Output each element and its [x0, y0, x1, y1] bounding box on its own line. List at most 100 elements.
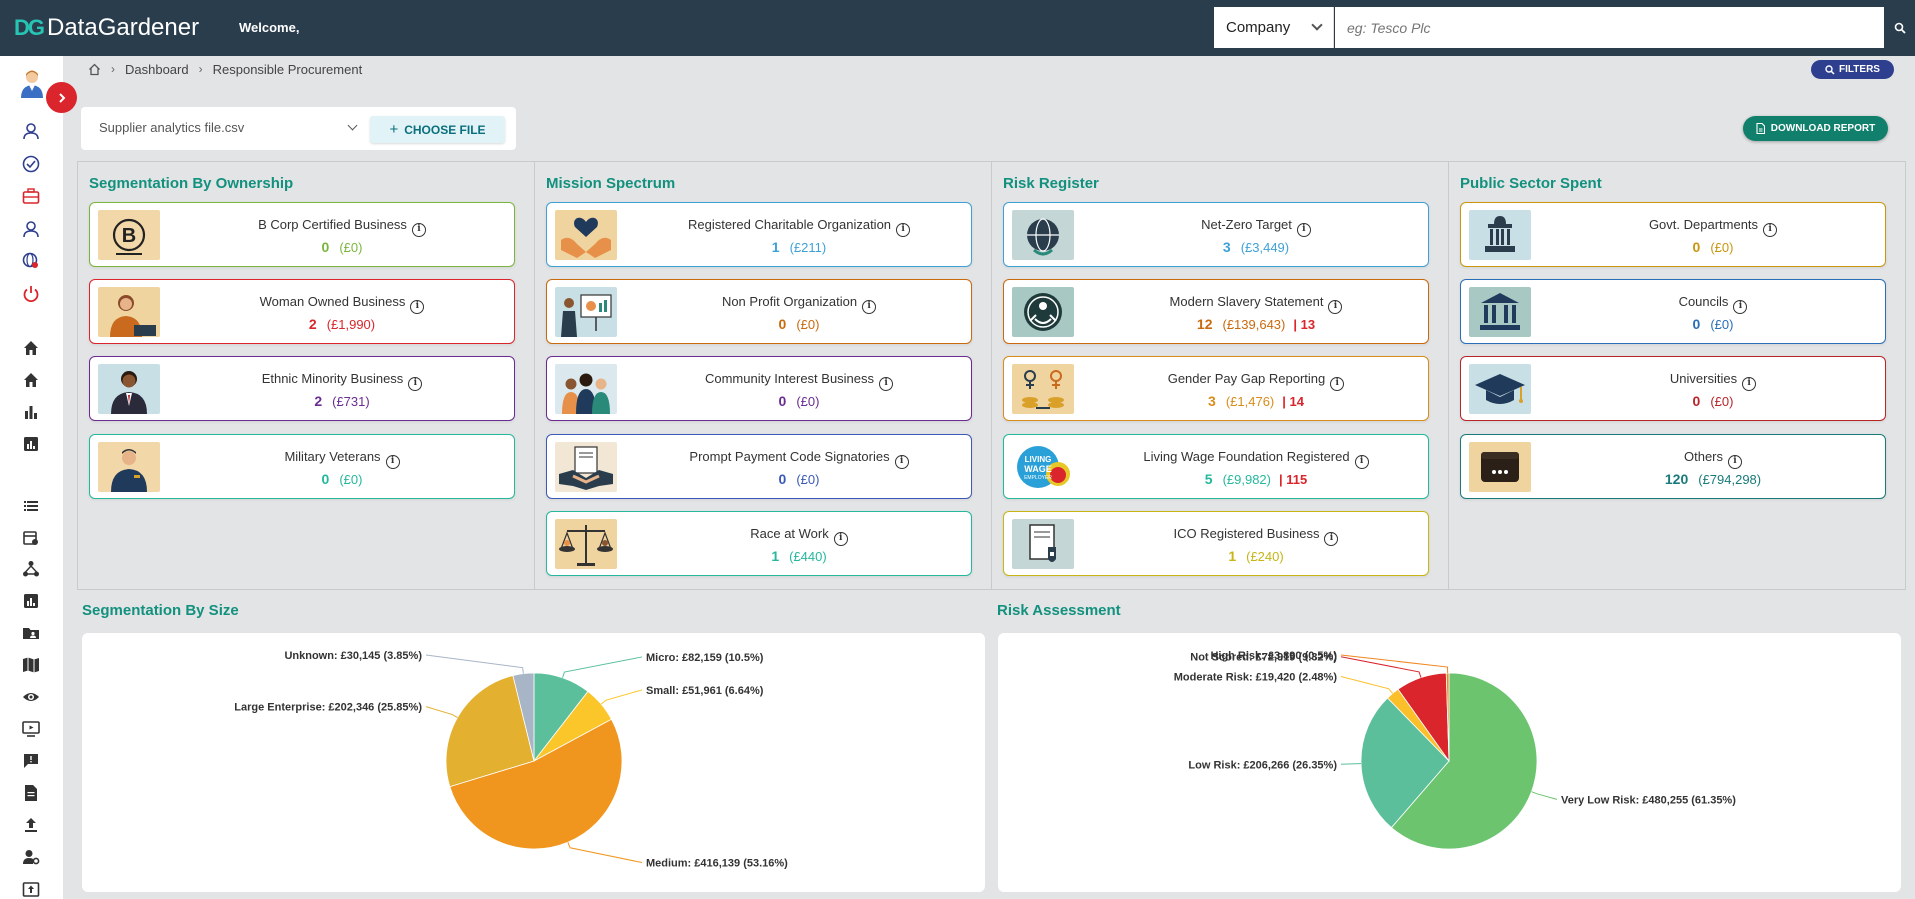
metric-card[interactable]: Non Profit Organization i 0 (£0) — [546, 279, 972, 344]
info-icon[interactable]: i — [833, 532, 848, 546]
metric-count: 1 — [1228, 548, 1237, 564]
info-icon[interactable]: i — [879, 377, 894, 391]
check-circle-icon[interactable] — [21, 154, 41, 174]
info-icon[interactable]: i — [862, 300, 877, 314]
home-alt-icon[interactable] — [21, 370, 41, 390]
info-icon[interactable]: i — [896, 223, 911, 237]
metric-card[interactable]: Ethnic Minority Business i 2 (£731) — [89, 356, 515, 421]
metric-label: ICO Registered Business i — [1084, 526, 1428, 546]
pie-slice[interactable] — [449, 718, 623, 850]
report-icon[interactable] — [21, 591, 41, 611]
metric-values: 1 (£240) — [1084, 548, 1428, 564]
list-icon[interactable] — [21, 496, 41, 516]
metric-card[interactable]: Registered Charitable Organization i 1 (£21… — [546, 202, 972, 267]
calendar-search-icon[interactable] — [21, 528, 41, 548]
metric-label-text: Prompt Payment Code Signatories — [689, 449, 890, 464]
info-icon[interactable]: i — [1328, 300, 1343, 314]
home-outline-icon[interactable] — [88, 63, 101, 76]
metric-extra-count: | 14 — [1282, 394, 1304, 409]
user-icon[interactable] — [21, 121, 41, 141]
logo[interactable]: DG DataGardener — [14, 14, 199, 42]
user-outline-icon[interactable] — [21, 219, 41, 239]
metric-card[interactable]: Govt. Departments i 0 (£0) — [1460, 202, 1886, 267]
user-avatar-icon[interactable] — [18, 68, 46, 98]
home-icon[interactable] — [21, 338, 41, 358]
metric-card[interactable]: Community Interest Business i 0 (£0) — [546, 356, 972, 421]
info-icon[interactable]: i — [1733, 300, 1748, 314]
choose-file-button[interactable]: + CHOOSE FILE — [370, 116, 505, 143]
svg-text:LIVING: LIVING — [1025, 455, 1052, 464]
search-button[interactable] — [1884, 7, 1915, 48]
metric-card[interactable]: Prompt Payment Code Signatories i 0 (£0) — [546, 434, 972, 499]
metric-amount: (£0) — [339, 472, 363, 487]
metric-card[interactable]: LIVING WAGE EMPLOYER Living Wage Foundation… — [1003, 434, 1429, 499]
document-icon[interactable] — [21, 783, 41, 803]
pie-slice[interactable] — [1360, 697, 1450, 829]
info-icon[interactable]: i — [408, 377, 423, 391]
info-icon[interactable]: i — [1296, 223, 1311, 237]
metric-values: 120 (£794,298) — [1541, 471, 1885, 487]
info-icon[interactable]: i — [411, 223, 426, 237]
metric-card[interactable]: ICO Registered Business i 1 (£240) — [1003, 511, 1429, 576]
upload-icon[interactable] — [21, 815, 41, 835]
metric-count: 12 — [1196, 316, 1213, 332]
info-icon[interactable]: i — [1330, 377, 1345, 391]
metric-card[interactable]: Others i 120 (£794,298) — [1460, 434, 1886, 499]
metric-values: 0 (£0) — [627, 316, 971, 332]
info-icon[interactable]: i — [385, 455, 400, 469]
feedback-icon[interactable] — [21, 751, 41, 771]
map-icon[interactable] — [21, 655, 41, 675]
sidebar-toggle-button[interactable] — [46, 82, 77, 113]
risk-pie-chart: Very Low Risk: £480,255 (61.35%) Low Risk… — [1174, 650, 1736, 850]
user-settings-icon[interactable] — [21, 847, 41, 867]
folder-user-icon[interactable] — [21, 623, 41, 643]
search-input[interactable] — [1335, 7, 1884, 48]
info-icon[interactable]: i — [894, 455, 909, 469]
info-icon[interactable]: i — [1742, 377, 1757, 391]
info-icon[interactable]: i — [1324, 532, 1339, 546]
metric-label: Gender Pay Gap Reporting i — [1084, 371, 1428, 391]
metric-card[interactable]: Race at Work i 1 (£440) — [546, 511, 972, 576]
metric-card[interactable]: Modern Slavery Statement i 12 (£139,643) | 1… — [1003, 279, 1429, 344]
pie-slice[interactable] — [1445, 672, 1450, 762]
breadcrumb-dashboard[interactable]: Dashboard — [125, 61, 189, 77]
metric-card[interactable]: Universities i 0 (£0) — [1460, 356, 1886, 421]
briefcase-icon[interactable] — [21, 186, 41, 206]
metric-count: 0 — [1692, 316, 1701, 332]
pie-label-line — [1340, 676, 1394, 694]
metric-card[interactable]: Net-Zero Target i 3 (£3,449) — [1003, 202, 1429, 267]
eye-icon[interactable] — [21, 687, 41, 707]
info-icon[interactable]: i — [1763, 223, 1778, 237]
bar-chart-icon[interactable] — [21, 402, 41, 422]
monitor-icon[interactable] — [21, 719, 41, 739]
metric-amount: (£0) — [796, 472, 820, 487]
pie-slice[interactable] — [445, 675, 535, 788]
search-type-select[interactable]: Company — [1214, 7, 1334, 48]
metric-label: Community Interest Business i — [627, 371, 971, 391]
metric-card[interactable]: Gender Pay Gap Reporting i 3 (£1,476) | 14 — [1003, 356, 1429, 421]
metric-values: 2 (£1,990) — [170, 316, 514, 332]
power-icon[interactable] — [21, 284, 41, 304]
pie-slice[interactable] — [512, 672, 535, 762]
export-icon[interactable] — [21, 879, 41, 899]
metric-label: Govt. Departments i — [1541, 217, 1885, 237]
metric-label-text: Net-Zero Target — [1201, 217, 1292, 232]
metric-card[interactable]: Woman Owned Business i 2 (£1,990) — [89, 279, 515, 344]
metric-card[interactable]: B B Corp Certified Business i 0 (£0) — [89, 202, 515, 267]
filters-button[interactable]: FILTERS — [1811, 60, 1894, 79]
network-icon[interactable] — [21, 559, 41, 579]
metric-values: 2 (£731) — [170, 393, 514, 409]
download-report-button[interactable]: DOWNLOAD REPORT — [1743, 116, 1888, 141]
download-report-label: DOWNLOAD REPORT — [1770, 123, 1876, 134]
metric-label-text: Living Wage Foundation Registered — [1143, 449, 1350, 464]
info-icon[interactable]: i — [410, 300, 425, 314]
metric-card[interactable]: Military Veterans i 0 (£0) — [89, 434, 515, 499]
info-icon[interactable]: i — [1354, 455, 1369, 469]
metric-label-text: Military Veterans — [284, 449, 381, 464]
pie-label-line — [425, 654, 524, 674]
metric-card[interactable]: Councils i 0 (£0) — [1460, 279, 1886, 344]
info-icon[interactable]: i — [1728, 455, 1742, 469]
analytics-icon[interactable] — [21, 434, 41, 454]
globe-search-icon[interactable] — [21, 251, 41, 271]
file-select[interactable]: Supplier analytics file.csv — [99, 120, 358, 135]
